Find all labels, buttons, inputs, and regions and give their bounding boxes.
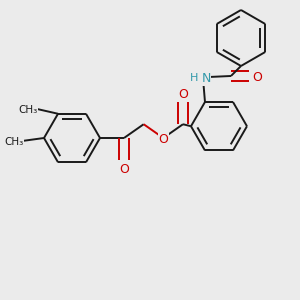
Text: O: O [158,133,168,146]
Text: H: H [190,73,198,83]
Text: CH₃: CH₃ [4,137,24,147]
Text: N: N [201,72,211,85]
Text: CH₃: CH₃ [18,105,38,115]
Text: O: O [119,163,129,176]
Text: O: O [178,88,188,101]
Text: O: O [252,71,262,84]
